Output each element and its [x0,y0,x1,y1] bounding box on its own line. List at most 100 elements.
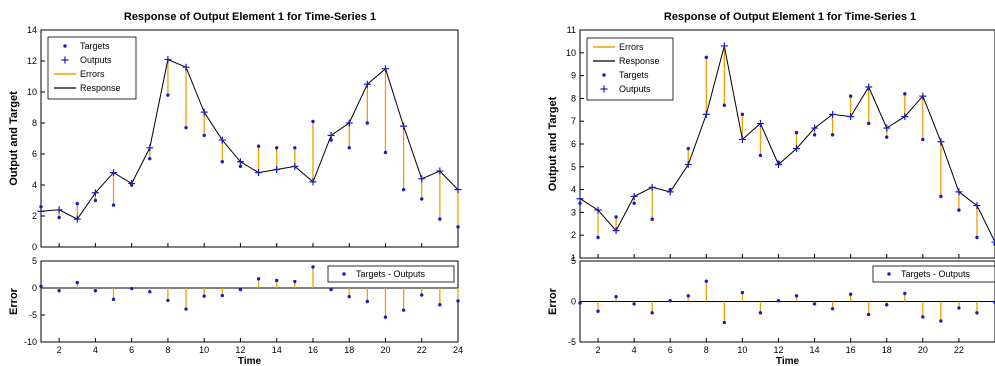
chart1-xtick-label: 20 [380,345,390,355]
chart1-output-point [218,136,226,144]
chart2-error-point [758,311,763,315]
chart2-error-point [848,292,853,296]
chart2-error-point [668,298,672,303]
chart2-ytick-label: 6 [571,139,576,149]
chart2-output-point [829,110,837,118]
chart1-error-point [93,289,98,293]
chart1-output-point [255,169,263,177]
chart2-error-point [740,290,745,295]
chart1-xtick-label: 8 [165,345,170,355]
chart1-error-point [256,277,261,281]
chart2-error-point [686,294,690,298]
chart2-output-point [847,113,855,121]
chart2-error-point [866,312,871,317]
chart1-xtick-label: 14 [272,345,282,355]
chart2-ytick-label: 10 [566,48,576,58]
chart1-output-point [363,80,371,88]
chart1-error-point [383,315,388,319]
chart1-error-legend [327,265,455,283]
chart1-error-ylabel: Error [8,287,20,315]
chart2-output-point [648,183,656,191]
chart2-target-point [578,201,582,205]
chart2-xtick-label: 8 [704,345,709,355]
chart2-output-point [991,238,995,246]
chart1-target-point [238,164,243,169]
chart1-output-point [327,131,335,139]
chart2-legend-label: Targets [619,70,649,80]
chart2-error-ytick-label: 0 [571,297,576,307]
chart2-output-point [883,124,891,132]
chart2-error-point [794,294,799,298]
chart2-target-point [921,137,925,142]
chart1-target-point [111,203,116,207]
chart2-response-line [579,45,995,243]
chart1-ytick-label: 14 [27,25,37,35]
chart1-ytick-label: 0 [32,242,37,252]
chart1-target-point [75,201,79,206]
chart1-xtick-label: 2 [57,345,62,355]
chart1-error-ytick-label: -10 [24,337,37,347]
chart2-xtick-label: 16 [846,345,856,355]
chart1-output-point [400,122,408,130]
chart1-error-point [129,286,134,291]
chart2-target-point [975,235,979,240]
chart1-legend-label: Response [80,83,121,93]
chart1-target-point [311,119,315,124]
chart1-output-point [37,207,45,215]
chart2-xlabel: Time [776,356,800,366]
chart1-error-point [293,279,297,284]
chart2-error-point [632,302,636,306]
chart2-error-ylabel: Error [547,287,559,315]
chart2-xtick-label: 18 [882,345,892,355]
chart1-output-point [309,178,317,186]
chart1-error-ytick-label: -5 [29,310,37,320]
chart1-target-point [93,198,98,203]
chart1-error-point [184,307,188,311]
chart1-xlabel: Time [238,356,262,366]
chart1-legend-label: Errors [80,69,105,79]
chart1-error-ytick-label: 5 [32,256,37,266]
chart2-error-point [939,319,943,323]
chart2-error-point [614,294,618,299]
chart2-ytick-label: 5 [571,162,576,172]
chart1-error-point [401,308,406,312]
chart1-ytick-label: 2 [32,211,37,221]
chart2-error-point [776,298,781,303]
chart2-output-point [630,192,638,200]
chart2-xtick-label: 20 [918,345,928,355]
chart1-error-point [347,294,351,299]
chart1-xtick-label: 10 [199,345,209,355]
chart1-error-point [220,293,225,298]
chart2-error-point [975,311,979,315]
chart1-output-point [273,166,281,173]
chart1-target-point [347,146,351,150]
chart2-output-point [738,135,746,143]
chart1-output-point [200,108,208,116]
chart1-output-point [436,167,444,175]
chart2-xtick-label: 6 [668,345,673,355]
chart1-target-point [401,187,406,192]
chart1-output-point [55,206,63,214]
chart1-ytick-label: 4 [32,180,37,190]
chart1-output-point [128,179,136,187]
chart1-xtick-label: 18 [344,345,354,355]
chart1-output-point [454,186,462,194]
chart1-xtick-label: 16 [308,345,318,355]
chart2-target-point [596,235,600,240]
chart1-target-point [184,125,188,130]
chart2-target-point [903,92,907,96]
chart1-target-point [456,225,460,229]
chart2-target-point [722,103,727,107]
chart2-ylabel: Output and Target [547,96,559,191]
chart1-error-point [329,287,333,292]
chart1-xtick-label: 4 [93,345,98,355]
chart2-error-point [903,291,907,296]
chart2-ytick-label: 7 [571,116,576,126]
chart2-legend-key-outputs [600,85,608,93]
chart1-legend-label: Outputs [80,55,112,65]
chart1-xtick-label: 12 [235,345,245,355]
chart2-ytick-label: 8 [571,93,576,103]
chart1-response-line [40,58,459,220]
chart1-output-point [381,65,389,73]
chart1-error-point [166,298,170,303]
